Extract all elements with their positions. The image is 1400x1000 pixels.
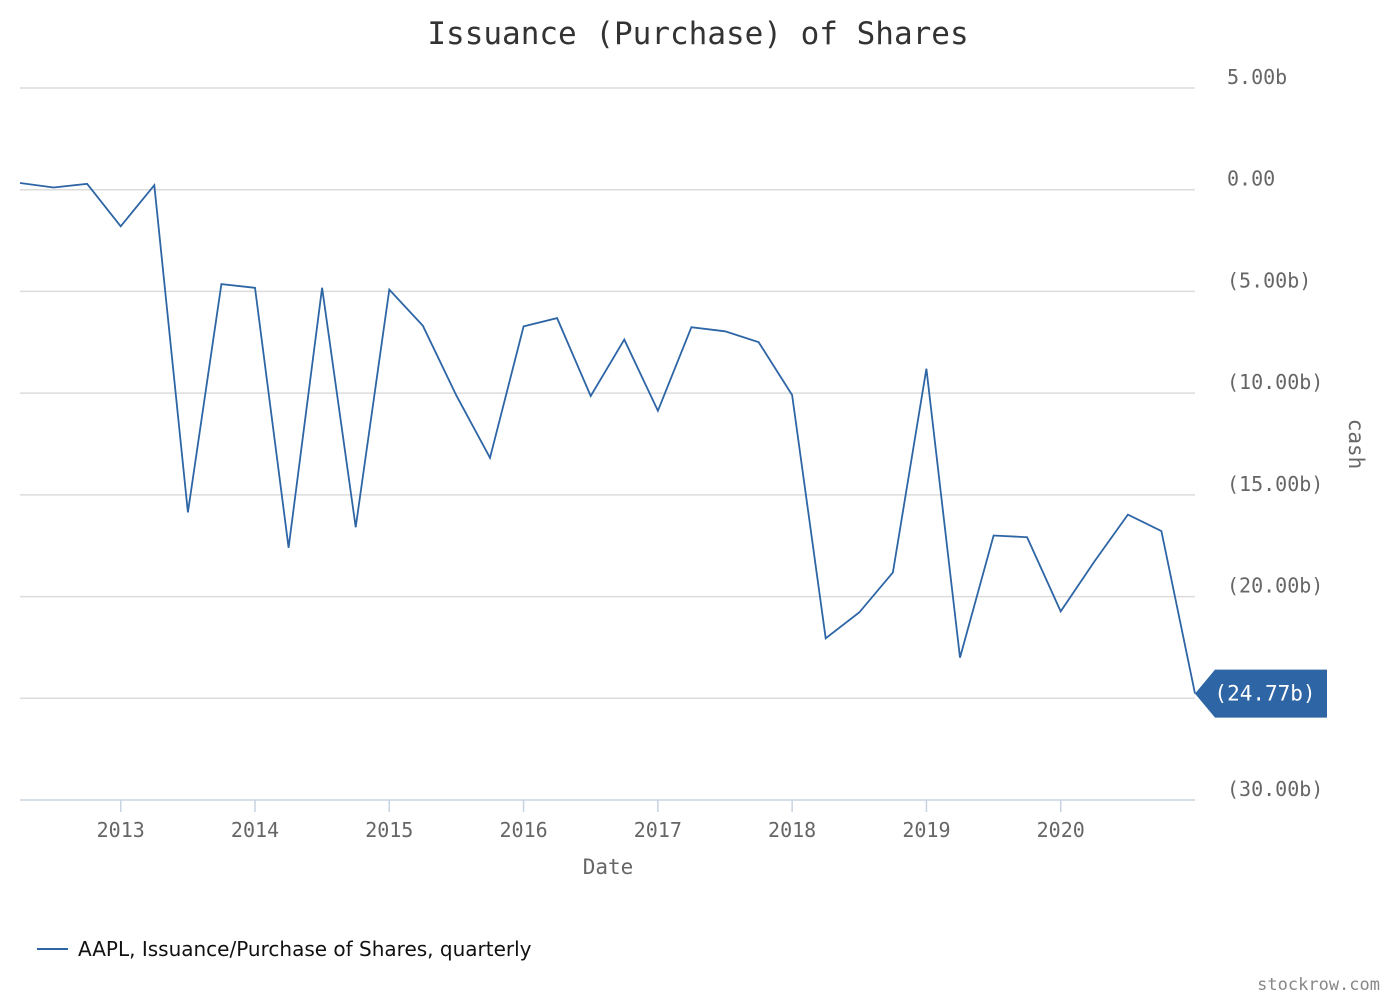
x-axis-ticks: 2013 2014 2015 2016 2017 2018 2019 2020 xyxy=(97,800,1085,842)
y-tick-label: (30.00b) xyxy=(1227,777,1323,801)
x-axis-title: Date xyxy=(583,855,634,879)
y-tick-label: (5.00b) xyxy=(1227,268,1311,292)
y-tick-label: (20.00b) xyxy=(1227,574,1323,598)
x-tick-label: 2013 xyxy=(97,818,145,842)
credit-text: stockrow.com xyxy=(1257,975,1380,995)
last-value-marker: (24.77b) xyxy=(1195,669,1327,718)
x-tick-label: 2014 xyxy=(231,818,279,842)
x-tick-label: 2017 xyxy=(634,818,682,842)
y-axis-ticks: 5.00b 0.00 (5.00b) (10.00b) (15.00b) (20.00b)… xyxy=(1227,65,1323,801)
x-tick-label: 2020 xyxy=(1037,818,1085,842)
last-value-flag xyxy=(1195,669,1327,718)
x-tick-label: 2015 xyxy=(365,818,413,842)
y-axis-title: cash xyxy=(1344,419,1368,470)
series-line[interactable] xyxy=(19,182,1196,694)
x-tick-label: 2018 xyxy=(768,818,816,842)
y-tick-label: 5.00b xyxy=(1227,65,1287,89)
y-tick-label: 0.00 xyxy=(1227,167,1275,191)
x-tick-label: 2019 xyxy=(902,818,950,842)
legend[interactable]: AAPL, Issuance/Purchase of Shares, quart… xyxy=(37,937,532,961)
x-tick-label: 2016 xyxy=(499,818,547,842)
last-value-label: (24.77b) xyxy=(1214,682,1315,706)
y-tick-label: (15.00b) xyxy=(1227,472,1323,496)
y-tick-label: (10.00b) xyxy=(1227,370,1323,394)
legend-label: AAPL, Issuance/Purchase of Shares, quart… xyxy=(78,937,532,961)
chart-title: Issuance (Purchase) of Shares xyxy=(427,16,968,52)
gridlines xyxy=(20,87,1195,700)
